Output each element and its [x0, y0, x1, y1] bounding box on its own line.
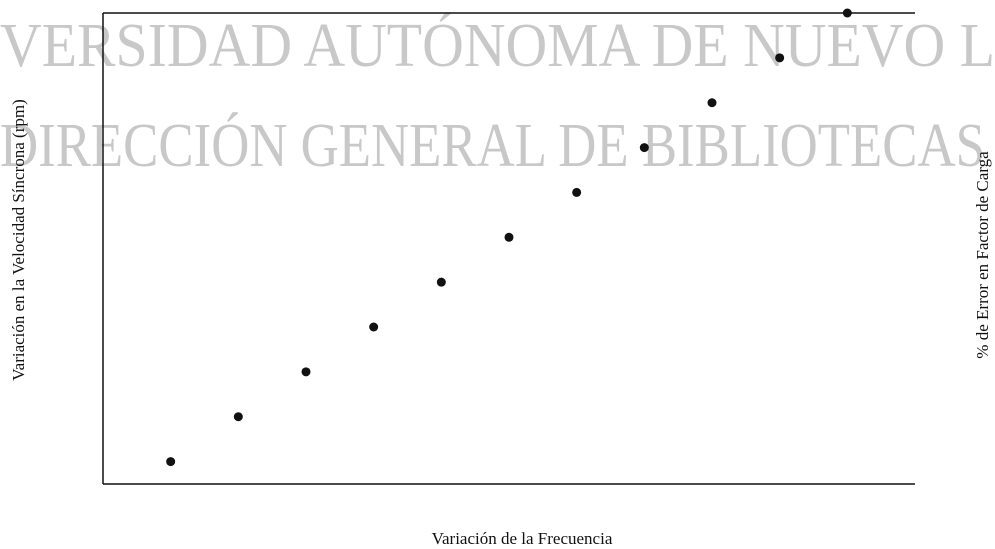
point: [436, 277, 446, 287]
y-axis-label: Variación en la Velocidad Síncrona (rpm): [9, 99, 28, 381]
point: [842, 8, 852, 18]
watermark: DIRECCIÓN GENERAL DE BIBLIOTECAS: [0, 112, 985, 180]
point: [301, 367, 311, 377]
point: [369, 322, 379, 332]
point: [707, 98, 717, 108]
point: [572, 187, 582, 197]
point: [639, 143, 649, 153]
point: [166, 457, 176, 467]
y2-axis-label: % de Error en Factor de Carga: [973, 151, 992, 359]
watermark: VERSIDAD AUTÓNOMA DE NUEVO L: [0, 12, 995, 80]
point: [233, 412, 243, 422]
x-axis-label: Variación de la Frecuencia: [432, 529, 613, 548]
point: [775, 53, 785, 63]
point: [504, 232, 514, 242]
